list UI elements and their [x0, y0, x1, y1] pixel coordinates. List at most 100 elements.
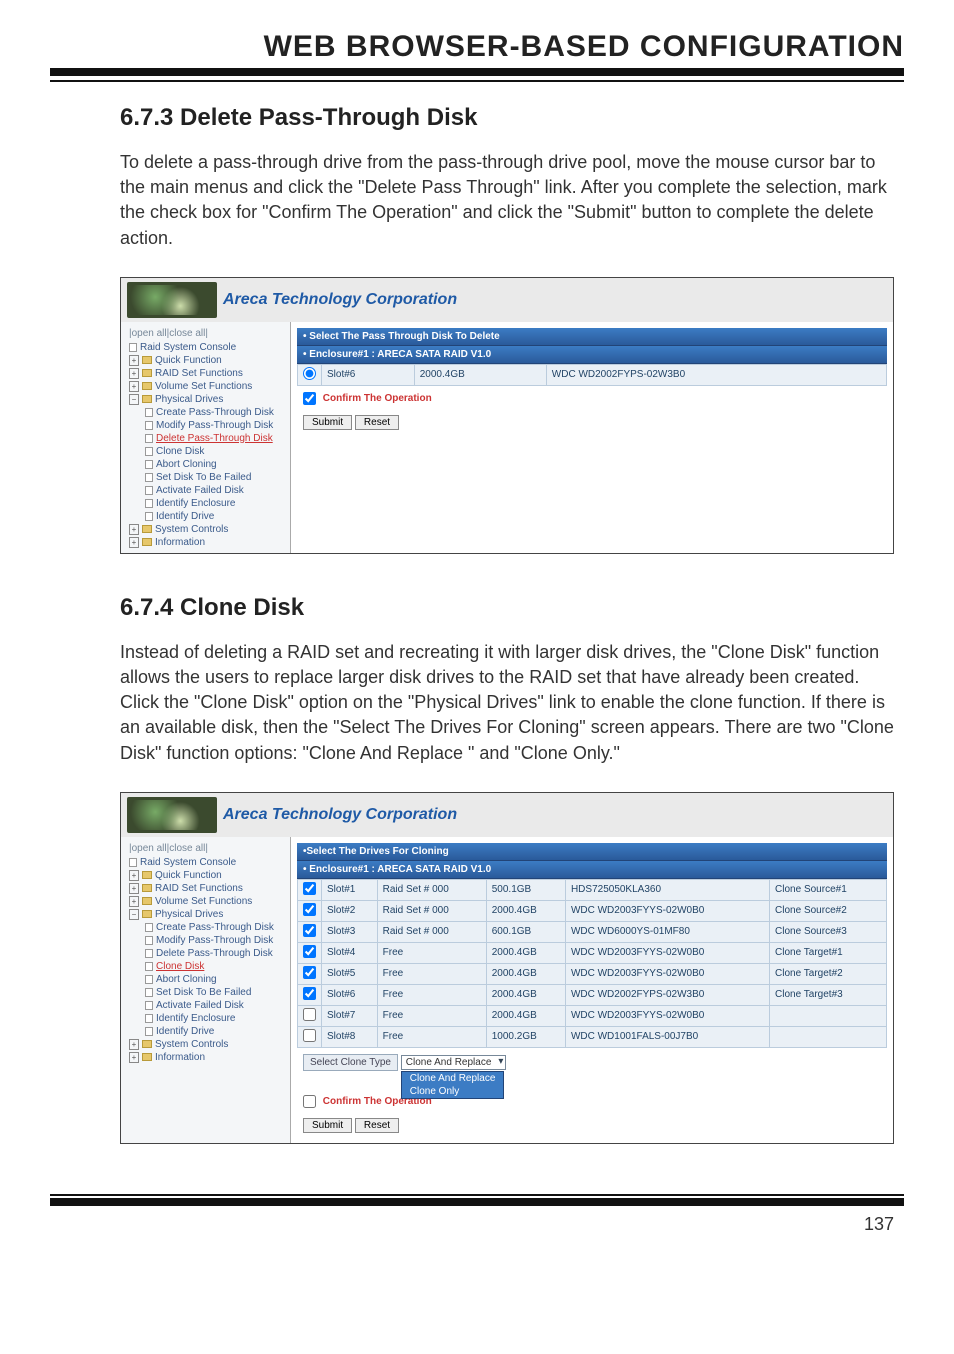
tree-sub-label: Modify Pass-Through Disk: [156, 420, 273, 431]
tree-sub-label: Abort Cloning: [156, 459, 217, 470]
checkbox-cell[interactable]: [298, 963, 322, 984]
clone-type-menu[interactable]: Clone And Replace Clone Only: [401, 1071, 505, 1099]
tree-sub-item[interactable]: Abort Cloning: [125, 973, 286, 986]
row-checkbox[interactable]: [303, 903, 316, 916]
tree-sub-item[interactable]: Identify Drive: [125, 510, 286, 523]
section-body-1: To delete a pass-through drive from the …: [120, 150, 894, 251]
checkbox-cell[interactable]: [298, 942, 322, 963]
submit-button[interactable]: Submit: [303, 1118, 352, 1133]
open-close-links[interactable]: |open all|close all|: [125, 326, 286, 341]
tree-item[interactable]: +RAID Set Functions: [125, 367, 286, 380]
tree-sub-item[interactable]: Identify Enclosure: [125, 1012, 286, 1025]
tree-item[interactable]: +Information: [125, 1051, 286, 1064]
footer-rule-thick: [50, 1198, 904, 1206]
set-cell: Free: [377, 1026, 486, 1047]
tree-root-label: Raid System Console: [140, 342, 236, 353]
tree-item[interactable]: +System Controls: [125, 1038, 286, 1051]
clone-type-select[interactable]: Clone And Replace: [401, 1055, 507, 1070]
checkbox-cell[interactable]: [298, 900, 322, 921]
checkbox-cell[interactable]: [298, 984, 322, 1005]
table-row[interactable]: Slot#1Raid Set # 000500.1GBHDS725050KLA3…: [298, 879, 887, 900]
tree-sub-item[interactable]: Clone Disk: [125, 445, 286, 458]
tree-item[interactable]: −Physical Drives: [125, 908, 286, 921]
tree-item[interactable]: +Quick Function: [125, 869, 286, 882]
tree-item[interactable]: +System Controls: [125, 523, 286, 536]
table-row[interactable]: Slot#6 2000.4GB WDC WD2002FYPS-02W3B0: [298, 364, 887, 385]
tree-item[interactable]: +Quick Function: [125, 354, 286, 367]
tree-sub-item[interactable]: Delete Pass-Through Disk: [125, 947, 286, 960]
section-heading-1: 6.7.3 Delete Pass-Through Disk: [120, 104, 894, 132]
tree-root[interactable]: Raid System Console: [125, 341, 286, 354]
tree-sub-item[interactable]: Identify Drive: [125, 1025, 286, 1038]
tree-sub-label: Create Pass-Through Disk: [156, 407, 274, 418]
radio-cell[interactable]: [298, 364, 322, 385]
table-row[interactable]: Slot#4Free2000.4GBWDC WD2003FYYS-02W0B0C…: [298, 942, 887, 963]
tree-sub-item[interactable]: Modify Pass-Through Disk: [125, 934, 286, 947]
tree-sub-label-active[interactable]: Delete Pass-Through Disk: [156, 433, 273, 444]
row-checkbox[interactable]: [303, 924, 316, 937]
table-row[interactable]: Slot#5Free2000.4GBWDC WD2003FYYS-02W0B0C…: [298, 963, 887, 984]
set-cell: Free: [377, 963, 486, 984]
panel-title: • Select The Pass Through Disk To Delete: [297, 328, 887, 346]
table-row[interactable]: Slot#7Free2000.4GBWDC WD2003FYYS-02W0B0: [298, 1005, 887, 1026]
tree-sub-item[interactable]: Set Disk To Be Failed: [125, 471, 286, 484]
checkbox-cell[interactable]: [298, 879, 322, 900]
tree-item[interactable]: +Volume Set Functions: [125, 380, 286, 393]
row-checkbox[interactable]: [303, 1029, 316, 1042]
confirm-checkbox[interactable]: [303, 392, 316, 405]
tree-label: System Controls: [155, 524, 228, 535]
model-cell: WDC WD2003FYYS-02W0B0: [565, 1005, 769, 1026]
tree-sub-item[interactable]: Set Disk To Be Failed: [125, 986, 286, 999]
tree-item[interactable]: +RAID Set Functions: [125, 882, 286, 895]
row-checkbox[interactable]: [303, 1008, 316, 1021]
size-cell: 2000.4GB: [414, 364, 546, 385]
role-cell: [770, 1005, 887, 1026]
set-cell: Free: [377, 1005, 486, 1026]
sidebar: |open all|close all| Raid System Console…: [121, 837, 291, 1143]
table-row[interactable]: Slot#8Free1000.2GBWDC WD1001FALS-00J7B0: [298, 1026, 887, 1047]
table-row[interactable]: Slot#3Raid Set # 000600.1GBWDC WD6000YS-…: [298, 921, 887, 942]
tree-item[interactable]: −Physical Drives: [125, 393, 286, 406]
confirm-checkbox[interactable]: [303, 1095, 316, 1108]
tree-sub-item[interactable]: Activate Failed Disk: [125, 484, 286, 497]
checkbox-cell[interactable]: [298, 1026, 322, 1047]
tree-sub-label: Delete Pass-Through Disk: [156, 948, 273, 959]
table-row[interactable]: Slot#6Free2000.4GBWDC WD2002FYPS-02W3B0C…: [298, 984, 887, 1005]
sidebar: |open all|close all| Raid System Console…: [121, 322, 291, 553]
row-checkbox[interactable]: [303, 945, 316, 958]
row-checkbox[interactable]: [303, 882, 316, 895]
submit-button[interactable]: Submit: [303, 415, 352, 430]
tree-label: Information: [155, 537, 205, 548]
tree-sub-item[interactable]: Create Pass-Through Disk: [125, 406, 286, 419]
open-close-links[interactable]: |open all|close all|: [125, 841, 286, 856]
tree-sub-item[interactable]: Modify Pass-Through Disk: [125, 419, 286, 432]
set-cell: Raid Set # 000: [377, 900, 486, 921]
role-cell: Clone Target#2: [770, 963, 887, 984]
row-checkbox[interactable]: [303, 987, 316, 1000]
tree-root[interactable]: Raid System Console: [125, 856, 286, 869]
table-row[interactable]: Slot#2Raid Set # 0002000.4GBWDC WD2003FY…: [298, 900, 887, 921]
screenshot-delete-pass-through: Areca Technology Corporation |open all|c…: [120, 277, 894, 554]
tree-sub-item[interactable]: Create Pass-Through Disk: [125, 921, 286, 934]
tree-sub-item[interactable]: Activate Failed Disk: [125, 999, 286, 1012]
checkbox-cell[interactable]: [298, 1005, 322, 1026]
tree-sub-item[interactable]: Delete Pass-Through Disk: [125, 432, 286, 445]
rule-thick: [50, 68, 904, 76]
tree-item[interactable]: +Volume Set Functions: [125, 895, 286, 908]
menu-option[interactable]: Clone And Replace: [402, 1072, 504, 1085]
tree-item[interactable]: +Information: [125, 536, 286, 549]
role-cell: Clone Source#3: [770, 921, 887, 942]
slot-radio[interactable]: [303, 367, 316, 380]
menu-option[interactable]: Clone Only: [402, 1085, 504, 1098]
page-footer: 137: [50, 1194, 904, 1235]
panel-title: •Select The Drives For Cloning: [297, 843, 887, 861]
page-header: WEB BROWSER-BASED CONFIGURATION: [50, 30, 904, 68]
row-checkbox[interactable]: [303, 966, 316, 979]
tree-sub-item[interactable]: Abort Cloning: [125, 458, 286, 471]
reset-button[interactable]: Reset: [355, 1118, 399, 1133]
tree-sub-item[interactable]: Clone Disk: [125, 960, 286, 973]
tree-sub-label-active[interactable]: Clone Disk: [156, 961, 204, 972]
checkbox-cell[interactable]: [298, 921, 322, 942]
reset-button[interactable]: Reset: [355, 415, 399, 430]
tree-sub-item[interactable]: Identify Enclosure: [125, 497, 286, 510]
